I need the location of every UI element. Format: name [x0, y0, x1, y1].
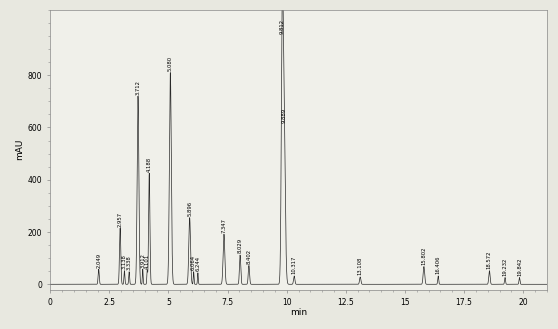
Text: 9.889: 9.889 [282, 108, 287, 123]
Text: 16.406: 16.406 [436, 256, 441, 274]
Text: 3.338: 3.338 [127, 255, 132, 270]
Text: 3.912: 3.912 [140, 253, 145, 267]
Text: 19.842: 19.842 [517, 257, 522, 276]
Text: 3.712: 3.712 [136, 80, 141, 94]
Text: 6.064: 6.064 [191, 255, 196, 270]
Text: 4.101: 4.101 [145, 254, 150, 269]
Text: 15.802: 15.802 [421, 246, 426, 265]
Text: 8.402: 8.402 [247, 249, 252, 264]
Text: 3.138: 3.138 [122, 254, 127, 269]
Text: 4.188: 4.188 [147, 157, 152, 172]
Text: 9.812: 9.812 [280, 19, 285, 35]
Text: 5.896: 5.896 [187, 201, 192, 216]
Text: 19.232: 19.232 [503, 258, 508, 276]
Text: 2.957: 2.957 [118, 212, 123, 227]
Y-axis label: mAU: mAU [16, 139, 25, 160]
Text: 5.080: 5.080 [168, 56, 173, 71]
Text: 7.347: 7.347 [222, 217, 227, 233]
Text: 10.317: 10.317 [292, 256, 297, 274]
Text: 8.029: 8.029 [238, 238, 243, 253]
Text: 6.244: 6.244 [195, 256, 200, 271]
Text: 18.572: 18.572 [487, 251, 492, 269]
Text: 2.049: 2.049 [96, 252, 101, 267]
X-axis label: min: min [290, 308, 307, 317]
Text: 13.108: 13.108 [358, 257, 363, 275]
